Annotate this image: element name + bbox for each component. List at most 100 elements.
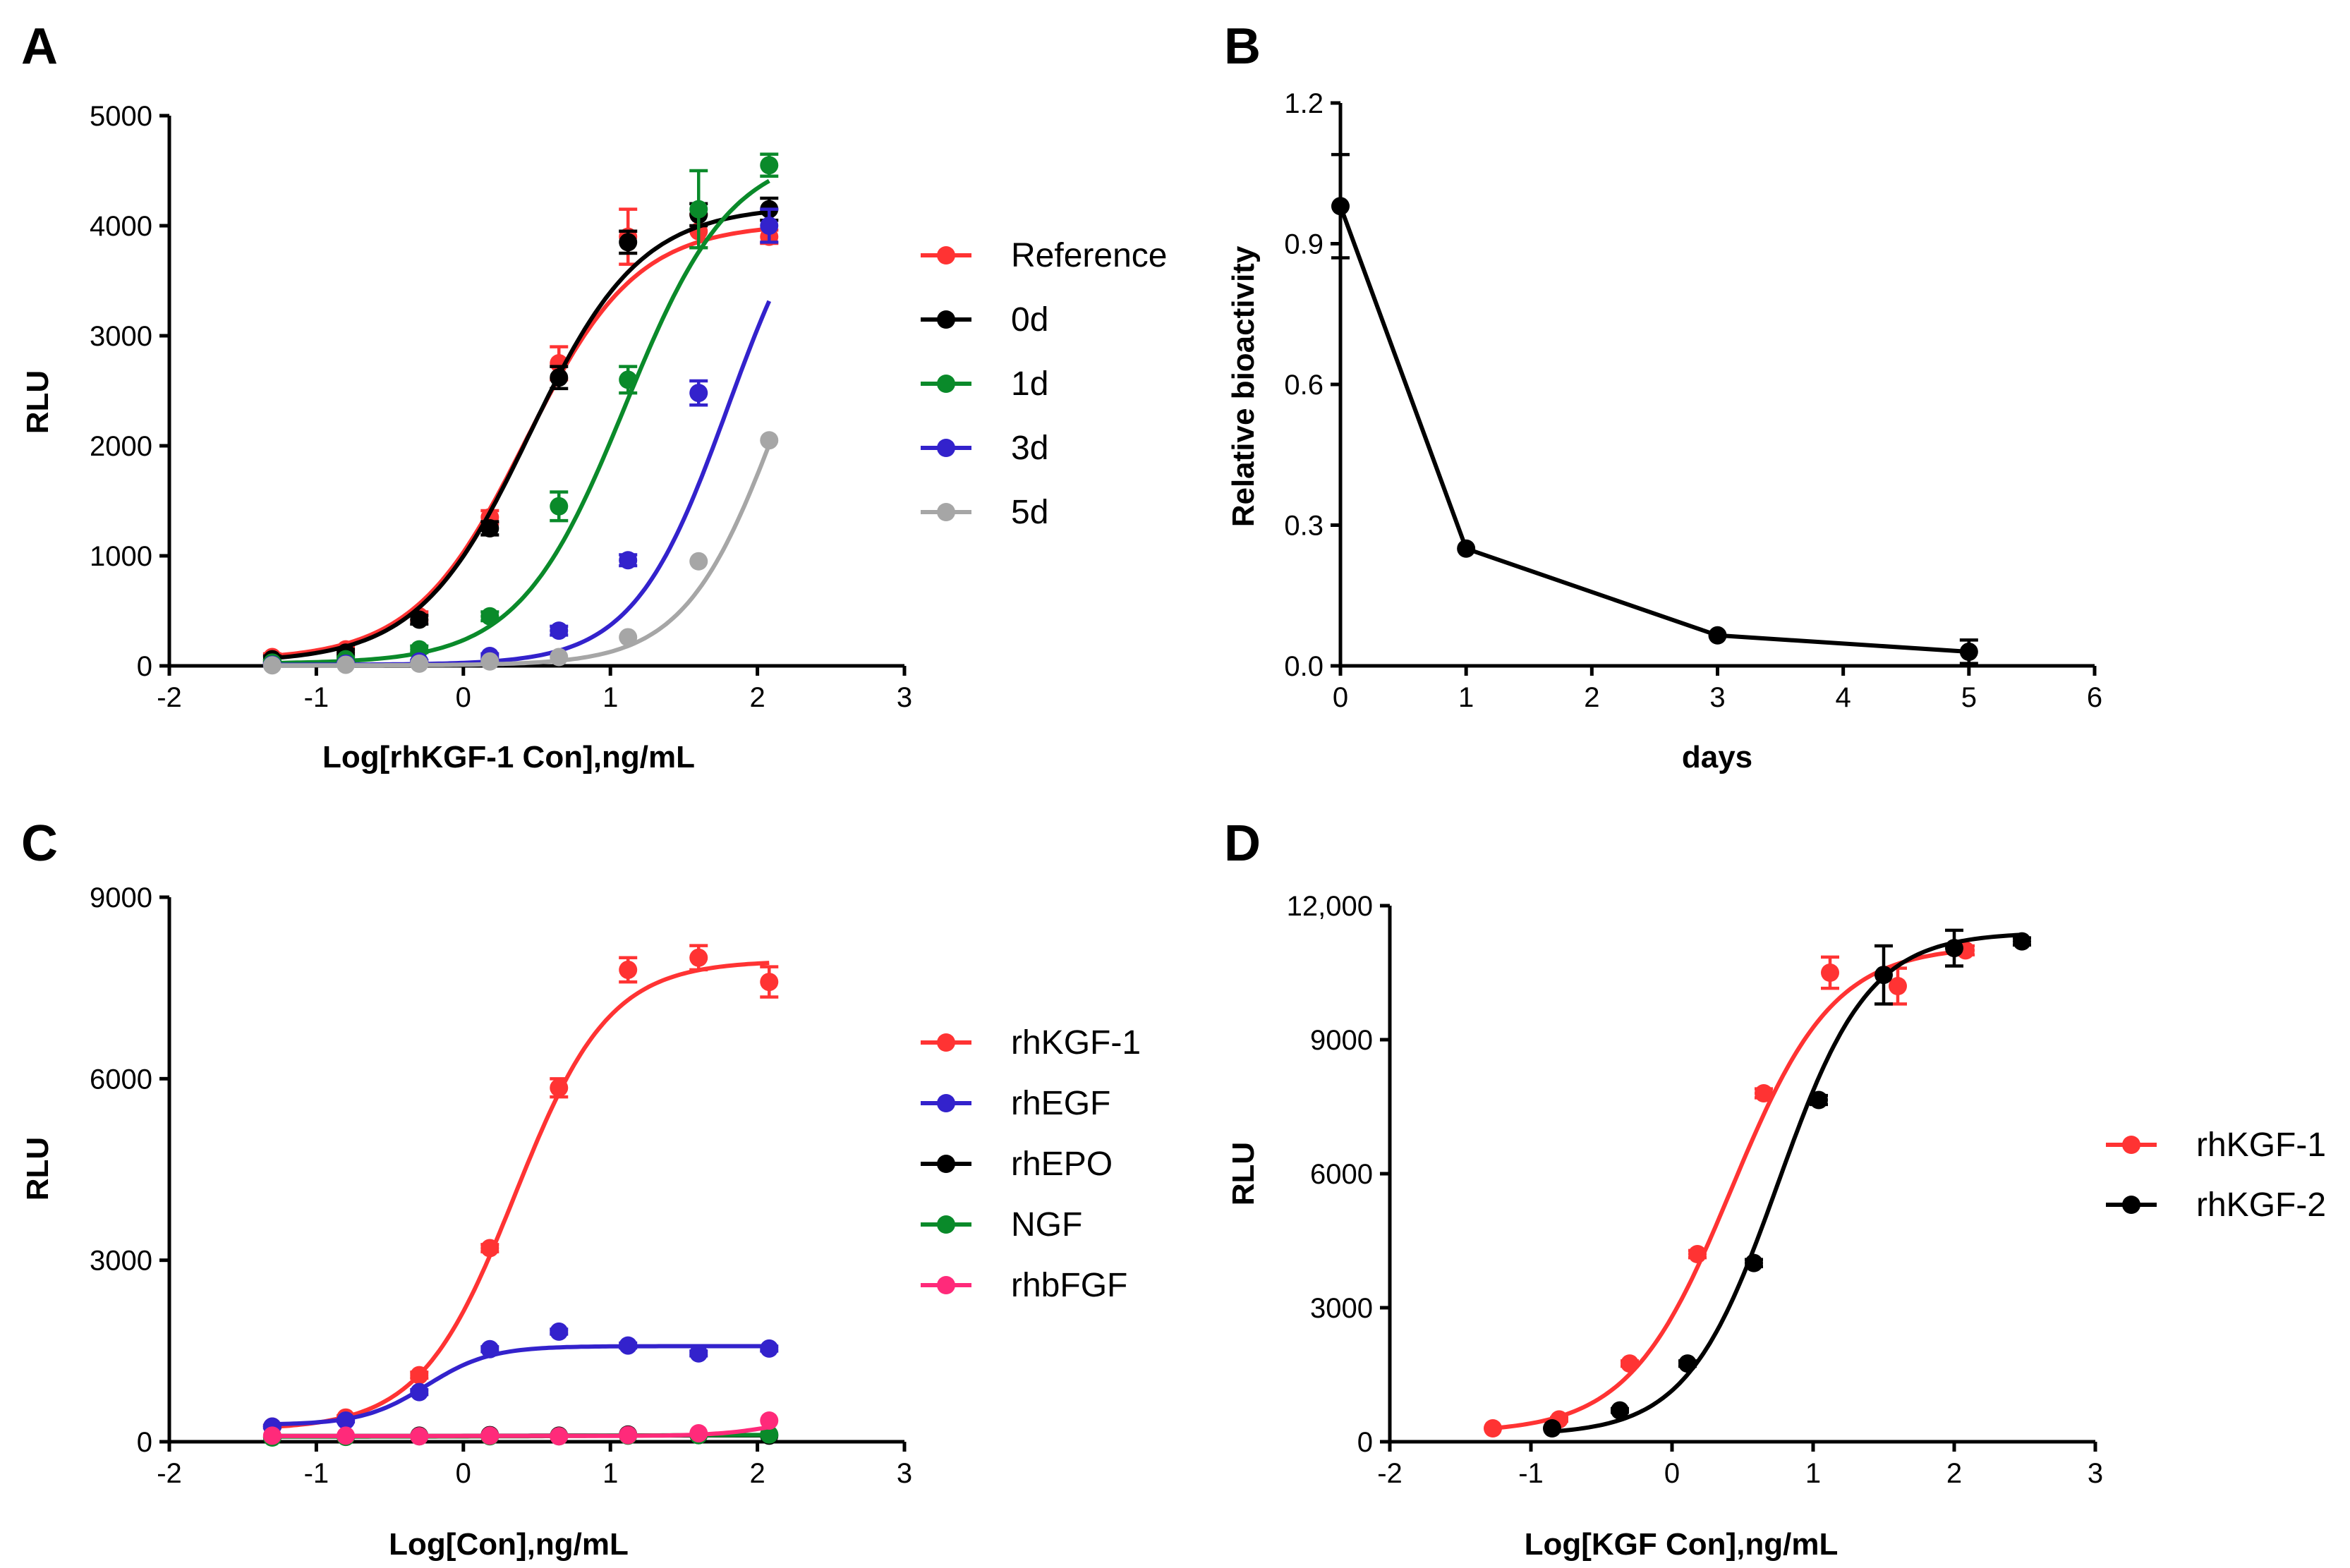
panel-d-x-tick-label: -1 (1518, 1458, 1544, 1489)
panel-d-series-rhkgf-2-point (1543, 1419, 1561, 1438)
panel-b-series-relative-bioactivity-point (1331, 197, 1350, 216)
panel-b-plot-area: 0 1 2 3 4 5 6 0.0 0.3 0.6 0.9 1.2 (1284, 88, 2102, 713)
panel-a-legend-label: 0d (1011, 301, 1048, 339)
panel-a-series-0d-fit-curve (272, 209, 770, 661)
panel-a-series-5d-point (480, 652, 499, 671)
panel-d-x-tick-label: 3 (2088, 1458, 2103, 1489)
panel-c-series-rhbfgf-fit-curve (272, 1425, 770, 1438)
panel-d-x-axis-title: Log[KGF Con],ng/mL (1525, 1527, 1839, 1562)
panel-d-y-tick-label: 0 (1357, 1427, 1373, 1458)
panel-a-chart: A -2 -1 0 1 2 3 0 1000 2000 3000 4000 5000 Log[rhKG… (20, 18, 1167, 774)
panel-c-x-tick-label: -1 (304, 1458, 329, 1489)
panel-c-series-rhbfgf-point (337, 1426, 356, 1445)
panel-a-x-axis-title: Log[rhKGF-1 Con],ng/mL (322, 740, 695, 774)
panel-a-legend-item: 1d (921, 365, 1048, 403)
panel-c-legend-swatch-marker (937, 1033, 955, 1052)
panel-c-x-axis-title: Log[Con],ng/mL (389, 1527, 629, 1562)
panel-c-x-tick-label: 1 (602, 1458, 618, 1489)
panel-a-series-1d-point (760, 156, 779, 175)
panel-c-series-rhegf (262, 1322, 779, 1436)
panel-a-x-tick-label: -2 (157, 682, 182, 713)
panel-a-series-1d-point (550, 497, 569, 516)
panel-a-series-1d-point (619, 370, 638, 389)
panel-c-legend-item: rhKGF-1 (921, 1024, 1141, 1062)
panel-d-legend: rhKGF-1 rhKGF-2 (2106, 1126, 2326, 1224)
panel-c-series-rhegf-point (337, 1411, 356, 1430)
panel-a-plot-area: -2 -1 0 1 2 3 0 1000 2000 3000 4000 5000 (90, 101, 912, 713)
panel-d-series-rhkgf-2-point (2013, 932, 2031, 951)
panel-d-series-rhkgf-2-point (1874, 966, 1893, 985)
panel-a-series-5d-point (262, 656, 281, 675)
panel-c-series-rhegf-point (760, 1339, 779, 1358)
panel-c-series-rhegf-fit-curve (272, 1344, 770, 1427)
panel-a-series-5d-point (410, 654, 429, 673)
panel-c-legend-item: rhbFGF (921, 1267, 1127, 1304)
panel-a-series-5d-point (760, 431, 779, 450)
panel-c-legend-item: rhEGF (921, 1085, 1110, 1122)
panel-c-x-tick-label: 2 (749, 1458, 765, 1489)
panel-a-series-5d-point (619, 628, 638, 647)
panel-c-series-rhbfgf (262, 1411, 779, 1446)
panel-a-series-5d-fit-curve (272, 444, 772, 668)
panel-c-series-rhbfgf-point (689, 1423, 708, 1442)
panel-c-y-axis-title: RLU (20, 1137, 55, 1201)
panel-b-series-relative-bioactivity-point (1457, 539, 1476, 558)
panel-c-series-rhkgf-1-point (619, 960, 638, 979)
panel-c-series-rhegf-point (410, 1382, 429, 1402)
panel-c-legend: rhKGF-1 rhEGF rhEPO NGF rhbFGF (921, 1024, 1141, 1304)
panel-a-series-5d-point (689, 552, 708, 571)
panel-b-x-tick-label: 2 (1584, 682, 1599, 713)
panel-d-series-rhkgf-2-point (1810, 1090, 1828, 1110)
panel-d-legend-item: rhKGF-1 (2106, 1126, 2326, 1164)
panel-b-y-tick-label: 0.9 (1284, 229, 1324, 260)
panel-a-x-tick-label: 0 (456, 682, 471, 713)
panel-c-legend-swatch-marker (937, 1155, 955, 1173)
panel-a-series-0d-point (619, 233, 638, 252)
panel-c-series-rhbfgf-point (480, 1426, 499, 1445)
panel-a-x-tick-label: 2 (749, 682, 765, 713)
panel-d-series-rhkgf-2-point (1945, 939, 1963, 958)
panel-a-series-3d (262, 207, 779, 674)
panel-d-y-tick-label: 12,000 (1287, 891, 1373, 922)
panel-d-legend-label: rhKGF-2 (2196, 1186, 2326, 1224)
panel-d-series-rhkgf-1-point (1621, 1354, 1639, 1373)
panel-a-series-1d-point (480, 607, 499, 626)
panel-a-y-axis-title: RLU (20, 370, 55, 434)
panel-d-legend-swatch-marker (2122, 1196, 2140, 1214)
panel-c-legend-label: rhEGF (1011, 1085, 1110, 1122)
panel-b-y-tick-label: 0.3 (1284, 511, 1324, 542)
panel-a-y-tick-label: 2000 (90, 431, 152, 462)
panel-a-legend-swatch-marker (937, 310, 955, 329)
panel-b-x-tick-label: 6 (2087, 682, 2102, 713)
panel-c-legend-label: rhEPO (1011, 1145, 1113, 1183)
panel-d-series-rhkgf-2-point (1611, 1401, 1629, 1420)
panel-a-legend-item: Reference (921, 237, 1167, 274)
panel-c-series-rhegf-point (550, 1322, 569, 1341)
panel-a-series-5d (262, 431, 779, 675)
panel-c-legend-item: rhEPO (921, 1145, 1113, 1183)
panel-a-legend-swatch-marker (937, 246, 955, 265)
panel-d-legend-label: rhKGF-1 (2196, 1126, 2326, 1164)
panel-d-series-rhkgf-1-point (1755, 1084, 1773, 1102)
panel-d-series-rhkgf-2-fit-curve (1551, 932, 2023, 1434)
panel-a-series-1d-fit-curve (272, 178, 770, 665)
panel-c-legend-swatch-marker (937, 1276, 955, 1294)
panel-d-plot-area: -2 -1 0 1 2 3 0 3000 6000 9000 12,000 (1287, 891, 2103, 1489)
panel-a-legend-label: 5d (1011, 494, 1048, 531)
panel-b-series-relative-bioactivity-line (1338, 205, 1969, 654)
panel-a-letter: A (21, 18, 58, 75)
panel-a-series-5d-point (550, 648, 569, 667)
panel-c-series-rhegf-point (689, 1344, 708, 1363)
panel-d-x-tick-label: 1 (1805, 1458, 1821, 1489)
panel-d-x-tick-label: 0 (1664, 1458, 1680, 1489)
panel-b-y-tick-label: 1.2 (1284, 88, 1324, 119)
panel-a-y-tick-label: 5000 (90, 101, 152, 132)
panel-a-y-tick-label: 4000 (90, 211, 152, 242)
panel-d-y-tick-label: 9000 (1310, 1025, 1373, 1056)
panel-a-legend-swatch-marker (937, 503, 955, 521)
panel-a-legend-swatch-marker (937, 439, 955, 457)
panel-d-y-tick-label: 6000 (1310, 1159, 1373, 1190)
panel-b-y-axis-title: Relative bioactivity (1226, 245, 1261, 527)
panel-a-legend-item: 5d (921, 494, 1048, 531)
panel-c-letter: C (21, 815, 58, 872)
